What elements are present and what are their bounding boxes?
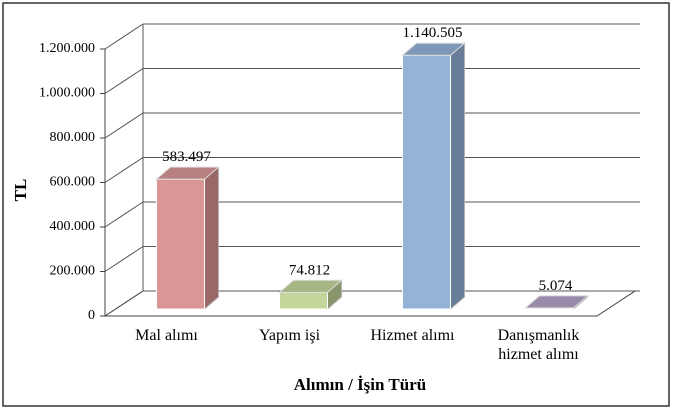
bar-top [524,295,589,309]
value-label: 74.812 [289,262,330,278]
grid-line [104,157,144,183]
y-tick-label: 1.200.000 [39,41,95,56]
grid-line [104,246,144,272]
y-tick-label: 800.000 [50,130,96,145]
bar [402,54,451,310]
bar-top [155,166,220,180]
x-tick-label: Danışmanlık hizmet alımı [497,327,580,363]
grid-line [104,201,144,228]
y-tick-label: 200.000 [50,264,96,279]
frame [2,2,670,407]
y-tick-label: 400.000 [50,219,96,234]
grid-line [104,112,144,139]
y-axis-title: TL [11,179,30,202]
bar-side [204,166,219,311]
y-tick-label: 0 [88,308,95,323]
value-label: 1.140.505 [403,25,463,41]
bar-top [278,279,343,293]
bar [156,178,205,310]
x-tick-label: Hizmet alımı [370,327,455,344]
x-tick-label: Mal alımı [135,327,198,344]
grid-line [104,23,144,50]
bar-top [401,42,466,56]
x-axis-title: Alımın / İşin Türü [294,375,426,394]
grid-line [104,290,144,317]
grid-line [104,68,144,94]
value-label: 583.497 [162,149,211,165]
x-tick-label: Yapım işi [258,327,321,344]
y-tick-label: 600.000 [50,175,96,190]
value-label: 5.074 [539,278,573,294]
bar [279,291,328,310]
bar-side [450,42,465,311]
y-tick-label: 1.000.000 [39,86,95,101]
